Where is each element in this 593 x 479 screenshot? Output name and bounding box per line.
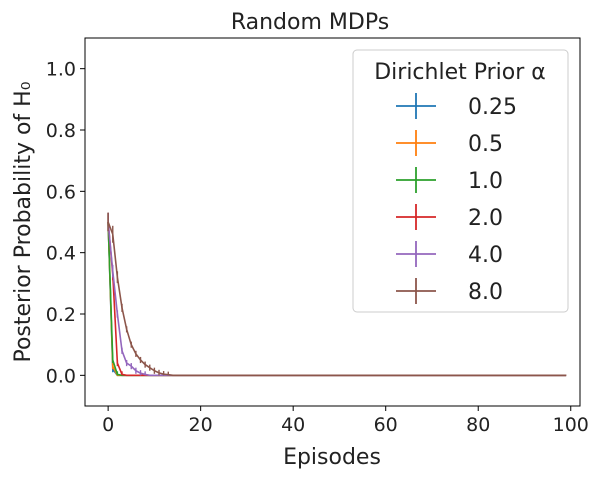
legend: Dirichlet Prior α 0.25 0.5 1.0 2.0 4.0 8.0 — [352, 49, 569, 313]
legend-box — [352, 49, 569, 313]
x-tick-label: 20 — [189, 414, 213, 436]
legend-label: 4.0 — [468, 243, 503, 268]
y-tick-label: 0.4 — [46, 243, 76, 265]
y-tick-label: 0.2 — [46, 304, 76, 326]
legend-item: 2.0 — [396, 204, 503, 231]
y-tick-label: 0.6 — [46, 181, 76, 203]
x-axis: 0 20 40 60 80 100 — [102, 406, 589, 436]
legend-label: 8.0 — [468, 280, 503, 305]
legend-item: 1.0 — [396, 167, 503, 194]
legend-items: 0.25 0.5 1.0 2.0 4.0 8.0 — [396, 93, 517, 305]
x-tick-label: 100 — [553, 414, 589, 436]
legend-item: 0.25 — [396, 93, 517, 120]
chart-title: Random MDPs — [231, 10, 389, 35]
x-tick-label: 40 — [281, 414, 305, 436]
y-axis-label: Posterior Probability of H₀ — [11, 81, 36, 362]
series-line — [107, 221, 567, 377]
legend-label: 0.5 — [468, 132, 503, 157]
y-axis: 0.0 0.2 0.4 0.6 0.8 1.0 — [46, 59, 85, 387]
y-tick-label: 0.0 — [46, 365, 76, 387]
x-tick-label: 60 — [374, 414, 398, 436]
series-8.0 — [107, 212, 567, 377]
x-tick-label: 0 — [102, 414, 114, 436]
legend-label: 0.25 — [468, 95, 517, 120]
legend-item: 0.5 — [396, 130, 503, 157]
y-tick-label: 0.8 — [46, 120, 76, 142]
legend-label: 1.0 — [468, 169, 503, 194]
legend-item: 8.0 — [396, 278, 503, 305]
x-axis-label: Episodes — [283, 445, 381, 470]
legend-label: 2.0 — [468, 206, 503, 231]
legend-title: Dirichlet Prior α — [374, 60, 546, 85]
series-layer — [107, 212, 567, 377]
x-tick-label: 80 — [466, 414, 490, 436]
legend-item: 4.0 — [396, 241, 503, 268]
y-tick-label: 1.0 — [46, 59, 76, 81]
plot-frame — [84, 37, 581, 407]
